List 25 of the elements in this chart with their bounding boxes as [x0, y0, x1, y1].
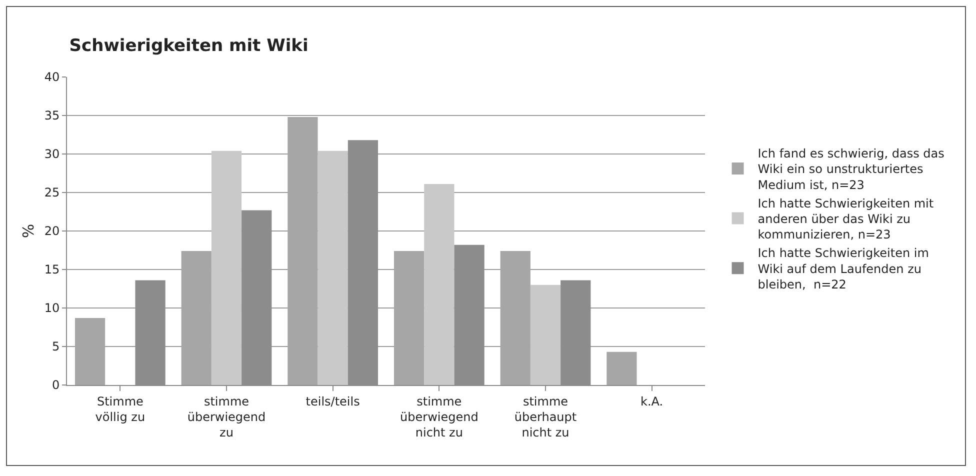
- y-tick-label: 20: [44, 224, 60, 238]
- bar: [606, 352, 637, 385]
- bar: [530, 284, 561, 385]
- y-tick-label: 10: [44, 301, 60, 316]
- bar: [424, 184, 454, 385]
- x-tick-label: teils/teils: [306, 394, 360, 408]
- legend-label: Ich hatte Schwierigkeiten mit anderen über das Wiki zu kommunizieren, n=23: [758, 196, 934, 242]
- y-tick-label: 15: [44, 262, 60, 277]
- x-tick-label: Stimme völlig zu: [95, 394, 146, 424]
- chart-title: Schwierigkeiten mit Wiki: [69, 36, 308, 56]
- bar: [211, 150, 242, 385]
- legend-label: Ich hatte Schwierigkeiten im Wiki auf dem Laufenden zu bleiben, n=22: [758, 246, 929, 292]
- y-tick-label: 25: [44, 186, 60, 200]
- x-tick-label: stimme überwiegend nicht zu: [400, 394, 478, 440]
- y-axis-title: %: [20, 224, 38, 238]
- x-tick-label: stimme überwiegend zu: [187, 394, 266, 440]
- y-tick-label: 30: [44, 147, 60, 162]
- y-tick-label: 35: [44, 108, 60, 123]
- bar: [318, 150, 348, 385]
- x-tick-label: k.A.: [640, 394, 664, 408]
- x-tick-label: stimme überhaupt nicht zu: [514, 394, 577, 440]
- y-tick-label: 0: [52, 378, 60, 392]
- legend-label: Ich fand es schwierig, dass das Wiki ein so unstrukturiertes Medium ist, n=23: [758, 146, 944, 192]
- y-tick-label: 40: [44, 70, 60, 84]
- y-tick-label: 5: [52, 340, 60, 354]
